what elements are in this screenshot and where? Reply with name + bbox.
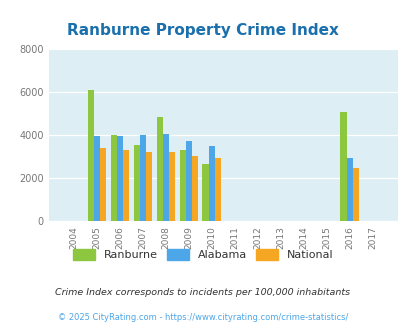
Bar [117, 136, 123, 221]
Text: Crime Index corresponds to incidents per 100,000 inhabitants: Crime Index corresponds to incidents per… [55, 288, 350, 297]
Bar [139, 135, 145, 221]
Bar [208, 146, 214, 221]
Text: Ranburne Property Crime Index: Ranburne Property Crime Index [67, 23, 338, 38]
Legend: Ranburne, Alabama, National: Ranburne, Alabama, National [69, 245, 336, 263]
Bar [162, 134, 168, 221]
Bar [87, 90, 94, 221]
Bar [202, 164, 208, 221]
Bar [168, 152, 175, 221]
Bar [214, 158, 221, 221]
Bar [94, 136, 100, 221]
Text: © 2025 CityRating.com - https://www.cityrating.com/crime-statistics/: © 2025 CityRating.com - https://www.city… [58, 313, 347, 322]
Bar [100, 148, 106, 221]
Bar [185, 141, 192, 221]
Bar [133, 145, 139, 221]
Bar [346, 158, 352, 221]
Bar [339, 112, 346, 221]
Bar [179, 150, 185, 221]
Bar [352, 168, 358, 221]
Bar [192, 156, 198, 221]
Bar [123, 150, 129, 221]
Bar [110, 135, 117, 221]
Bar [145, 152, 152, 221]
Bar [156, 117, 162, 221]
